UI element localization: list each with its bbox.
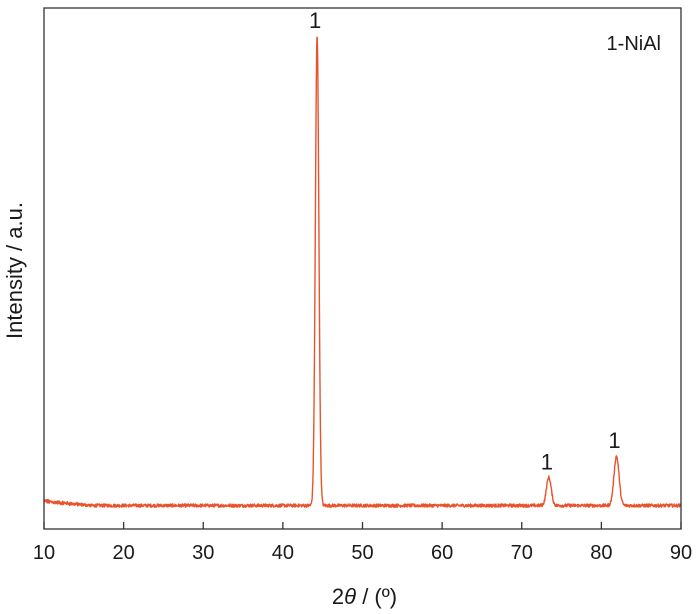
series-line <box>43 36 682 508</box>
x-tick-label: 20 <box>113 542 135 564</box>
x-axis-title-suffix: / (º) <box>356 584 397 609</box>
peak-label: 1 <box>608 428 620 453</box>
x-tick-label: 90 <box>670 542 692 564</box>
x-axis-title-prefix: 2 <box>332 584 344 609</box>
peak-label: 1 <box>309 8 321 33</box>
plot-frame <box>43 7 682 530</box>
plot-area <box>43 36 682 508</box>
x-tick-label: 50 <box>351 542 373 564</box>
x-axis-title: 2θ / (º) <box>332 584 397 609</box>
x-tick-label: 40 <box>272 542 294 564</box>
theta-symbol: θ <box>344 584 356 609</box>
x-tick-label: 80 <box>590 542 612 564</box>
peak-labels: 1 1 1 <box>309 8 621 474</box>
x-tick-label: 60 <box>431 542 453 564</box>
legend-label: 1-NiAl <box>607 33 661 55</box>
peak-label: 1 <box>541 449 553 474</box>
x-tick-label: 30 <box>192 542 214 564</box>
x-axis: 10 20 30 40 50 60 70 80 90 <box>33 522 692 564</box>
y-axis-title: Intensity / a.u. <box>2 202 27 339</box>
x-tick-label: 70 <box>511 542 533 564</box>
x-tick-label: 10 <box>33 542 55 564</box>
